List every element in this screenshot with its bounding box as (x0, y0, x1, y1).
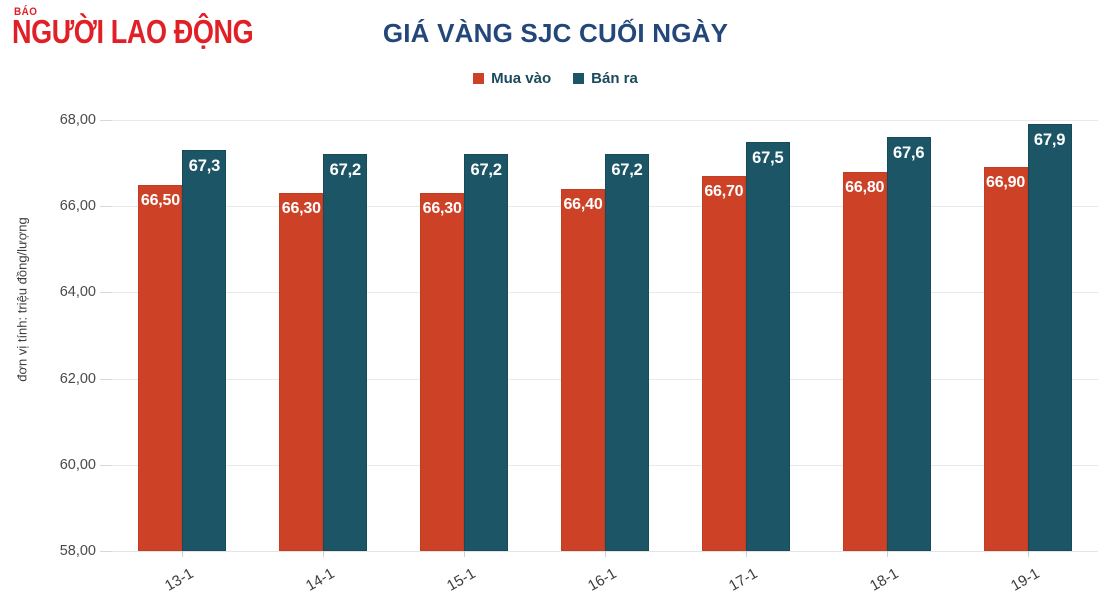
y-axis-tick-label: 66,00 (59, 198, 96, 215)
y-axis-tick-mark (100, 378, 112, 380)
x-axis-tick-label: 19-1 (1007, 565, 1043, 595)
page-title: GIÁ VÀNG SJC CUỐI NGÀY (382, 18, 729, 48)
x-axis-tick-label: 18-1 (866, 565, 902, 595)
y-axis-tick-mark (100, 206, 112, 208)
x-axis-tick-mark (1027, 551, 1029, 557)
legend-label: Bán ra (591, 70, 638, 87)
x-axis-tick-label: 17-1 (725, 565, 761, 595)
bar-value-label: 66,80 (845, 178, 885, 196)
y-axis-tick-label: 68,00 (59, 112, 96, 128)
x-axis-tick-label: 15-1 (444, 565, 479, 595)
x-axis-tick-mark (182, 551, 184, 557)
gridline (112, 120, 1098, 121)
bar-value-label: 66,70 (704, 183, 744, 201)
y-axis-tick-label: 62,00 (59, 370, 96, 387)
y-axis-title: đơn vị tính: triệu đồng/lượng (14, 217, 30, 382)
bar-mua-vao[interactable]: 66,40 (561, 188, 605, 551)
x-axis-tick-mark (323, 551, 325, 557)
legend-label: Mua vào (491, 70, 552, 87)
bar-mua-vao[interactable]: 66,70 (701, 176, 746, 551)
bar-value-label: 66,40 (563, 195, 603, 213)
bar-mua-vao[interactable]: 66,80 (842, 171, 887, 551)
x-axis-tick-label: 13-1 (162, 565, 197, 595)
logo-wordmark: NGƯỜI LAO ĐỘNG (12, 13, 254, 50)
square-marker-icon (573, 73, 585, 84)
bar-value-label: 66,30 (281, 200, 321, 218)
bar-ban-ra[interactable]: 67,2 (605, 154, 649, 551)
bar-value-label: 67,6 (893, 144, 925, 163)
bar-value-label: 67,2 (329, 161, 362, 180)
x-axis-tick-mark (745, 551, 747, 557)
y-axis-tick-label: 58,00 (59, 543, 96, 559)
square-marker-icon (473, 73, 485, 84)
site-logo[interactable]: BÁO NGƯỜI LAO ĐỘNG (12, 6, 254, 54)
y-axis-tick-mark (100, 551, 112, 552)
chart-legend: Mua vào Bán ra (0, 70, 1111, 87)
x-axis-tick-labels: 13-1 14-1 15-1 16-1 17-1 18-1 19-1 (112, 551, 1098, 606)
logo-kicker: BÁO (14, 6, 38, 18)
x-axis-tick-label: 16-1 (584, 565, 620, 595)
bar-ban-ra[interactable]: 67,5 (745, 141, 790, 551)
bar-ban-ra[interactable]: 67,6 (886, 137, 931, 551)
bar-value-label: 67,3 (188, 157, 221, 176)
y-axis-tick-mark (100, 292, 112, 294)
y-axis-tick-marks (100, 120, 114, 552)
y-axis-tick-label: 64,00 (59, 284, 96, 301)
legend-item-ban-ra[interactable]: Bán ra (573, 70, 638, 87)
x-axis-tick-mark (464, 551, 466, 557)
bar-value-label: 67,5 (752, 148, 784, 167)
x-axis-tick-mark (605, 551, 606, 557)
plot-area: 66,50 67,3 66,30 67,2 66,30 67,2 66,40 67,2 66,7… (112, 120, 1098, 557)
bar-value-label: 67,9 (1033, 131, 1066, 150)
bar-ban-ra[interactable]: 67,2 (323, 154, 368, 551)
bar-ban-ra[interactable]: 67,2 (464, 154, 509, 551)
bar-value-label: 66,90 (986, 174, 1026, 192)
bar-mua-vao[interactable]: 66,50 (138, 184, 183, 551)
legend-item-mua-vao[interactable]: Mua vào (473, 70, 551, 87)
bar-ban-ra[interactable]: 67,9 (1027, 124, 1072, 551)
bar-value-label: 66,30 (422, 200, 462, 218)
y-axis-tick-label: 60,00 (59, 456, 96, 473)
bar-value-label: 67,2 (611, 161, 643, 180)
bar-value-label: 67,2 (470, 161, 502, 180)
x-axis-tick-mark (886, 551, 888, 557)
y-axis-tick-mark (100, 120, 112, 121)
y-axis-tick-labels: 58,00 60,00 62,00 64,00 66,00 68,00 (0, 112, 104, 559)
bar-mua-vao[interactable]: 66,30 (279, 193, 324, 551)
bar-ban-ra[interactable]: 67,3 (182, 150, 227, 551)
bar-mua-vao[interactable]: 66,30 (420, 193, 465, 551)
bar-value-label: 66,50 (140, 191, 180, 209)
x-axis-tick-label: 14-1 (303, 565, 338, 595)
y-axis-tick-mark (100, 464, 112, 466)
bar-mua-vao[interactable]: 66,90 (983, 167, 1028, 551)
